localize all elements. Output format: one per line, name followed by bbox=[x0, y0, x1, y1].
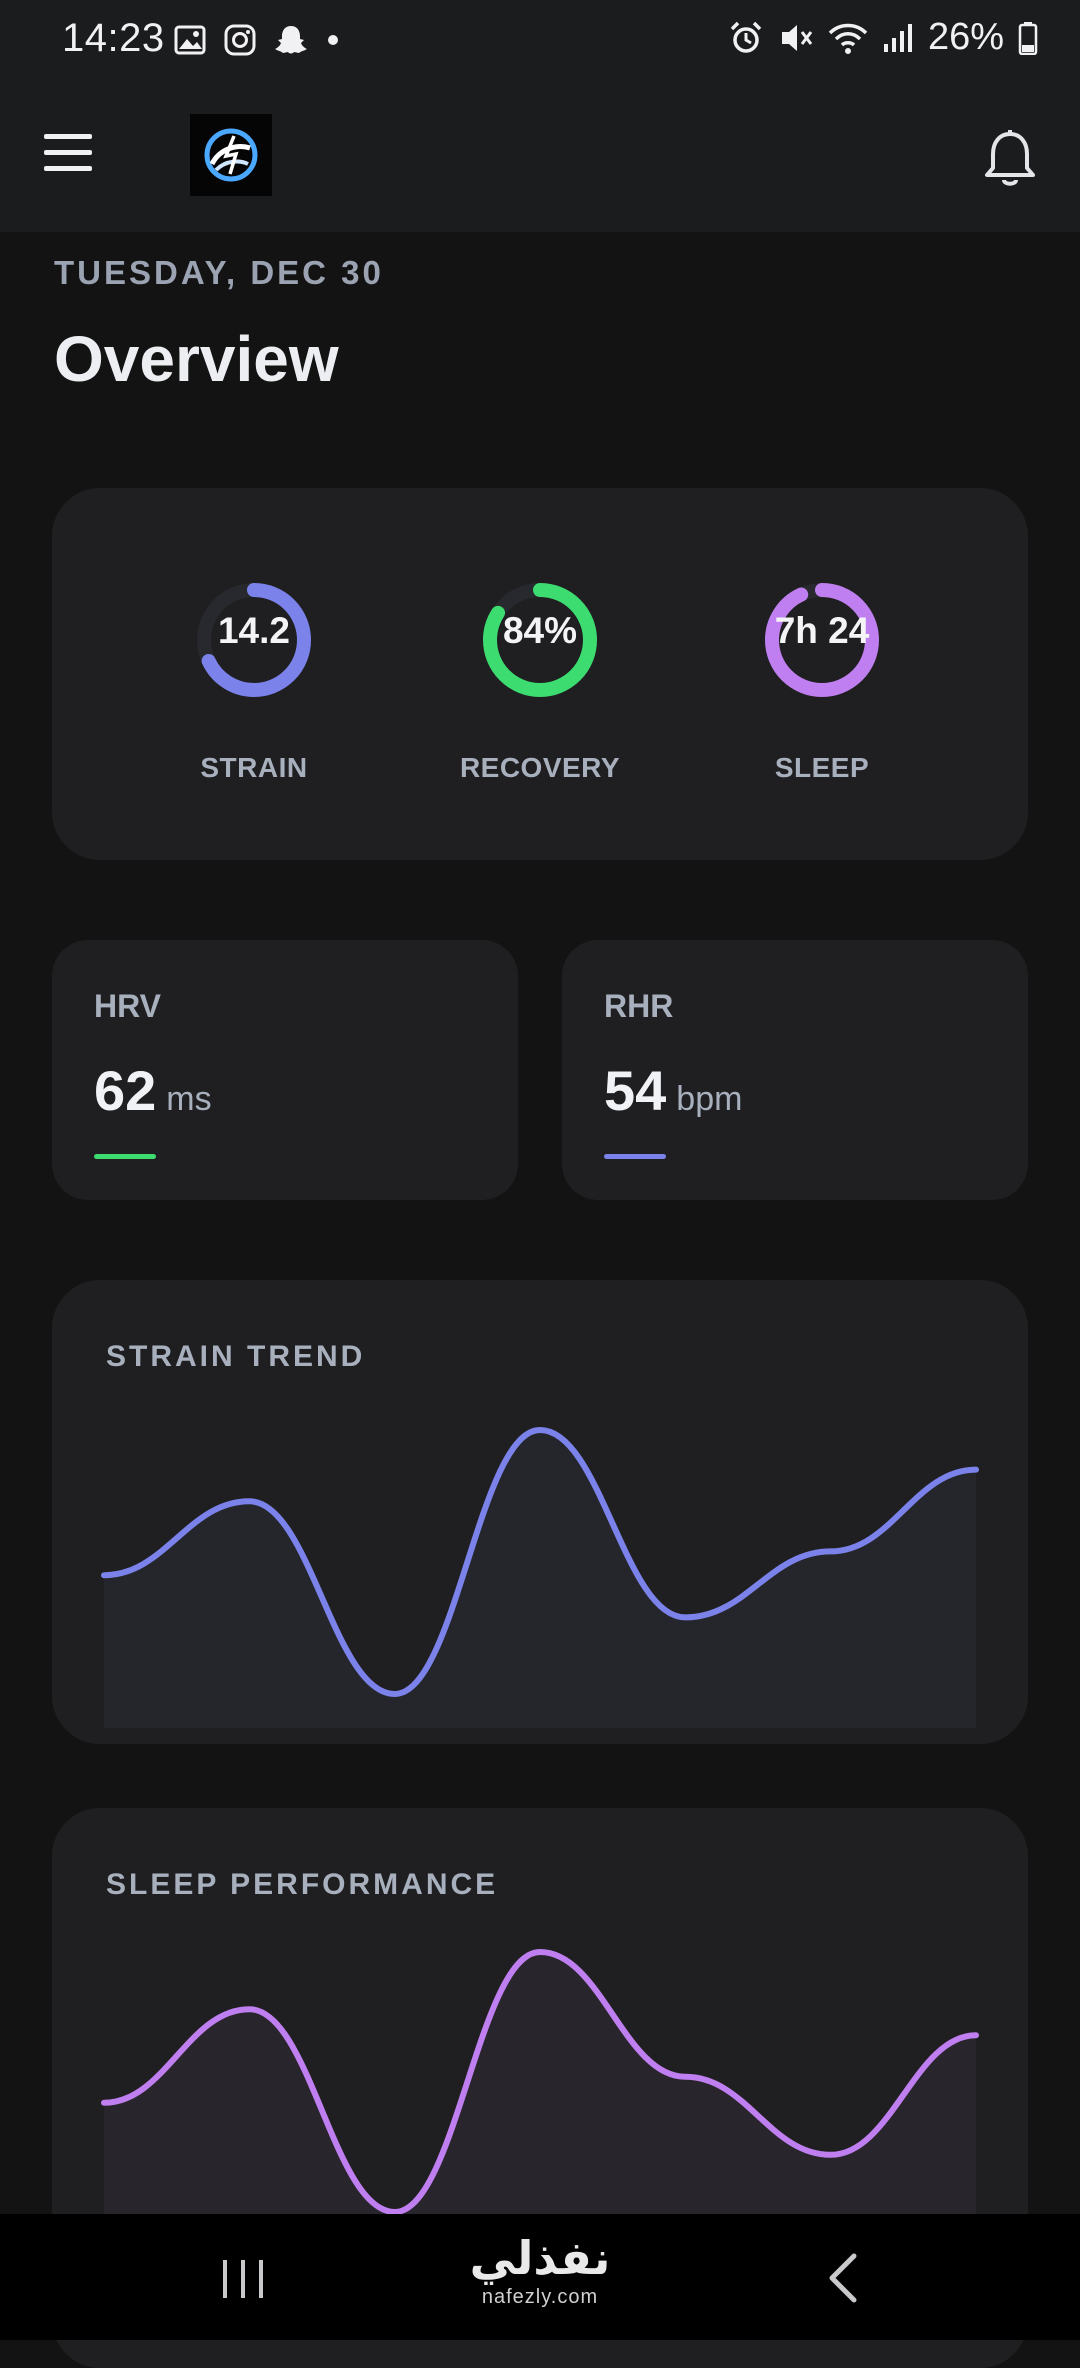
status-notification-icons bbox=[174, 24, 340, 56]
back-button[interactable] bbox=[826, 2252, 860, 2309]
watermark: نفذلي nafezly.com bbox=[440, 2230, 640, 2309]
hrv-value: 62 bbox=[94, 1059, 157, 1122]
strain-value: 14.2 bbox=[217, 610, 290, 651]
app-bar bbox=[0, 84, 1080, 232]
summary-card[interactable]: 14.2 STRAIN 84% RECOVERY 7h 24 SLEEP bbox=[52, 488, 1028, 860]
hrv-unit: ms bbox=[166, 1080, 212, 1118]
status-system-icons: 26% bbox=[728, 16, 1038, 59]
bell-icon bbox=[985, 130, 1035, 186]
page-title: Overview bbox=[54, 323, 339, 395]
alarm-icon bbox=[730, 21, 762, 53]
status-time: 14:23 bbox=[62, 16, 165, 60]
strain-trend-chart bbox=[101, 1426, 979, 1728]
rhr-value: 54 bbox=[604, 1059, 667, 1122]
back-icon bbox=[829, 2253, 857, 2303]
strain-trend-line bbox=[101, 1426, 979, 1698]
watermark-latin: nafezly.com bbox=[481, 2286, 599, 2308]
recent-apps-button[interactable] bbox=[220, 2258, 266, 2305]
battery-percent: 26% bbox=[927, 16, 1004, 58]
wifi-icon bbox=[828, 23, 868, 54]
system-nav-bar: نفذلي nafezly.com bbox=[0, 2214, 1080, 2340]
recovery-ring[interactable]: 84% RECOVERY bbox=[430, 580, 650, 784]
strain-label: STRAIN bbox=[200, 752, 308, 783]
strain-trend-title: STRAIN TREND bbox=[106, 1340, 366, 1373]
rhr-unit: bpm bbox=[676, 1080, 743, 1118]
hrv-value-row: 62 ms bbox=[94, 1058, 212, 1123]
sleep-performance-line bbox=[101, 1948, 979, 2216]
strain-trend-card[interactable]: STRAIN TREND bbox=[52, 1280, 1028, 1744]
date-label: TUESDAY, DEC 30 bbox=[54, 254, 384, 291]
sleep-value: 7h 24 bbox=[774, 610, 870, 651]
strain-ring-chart bbox=[197, 583, 311, 697]
dot-icon bbox=[328, 35, 338, 45]
notifications-button[interactable] bbox=[980, 128, 1040, 190]
snapchat-icon bbox=[275, 26, 307, 54]
hrv-label: HRV bbox=[94, 988, 161, 1024]
sleep-performance-chart bbox=[101, 1948, 979, 2246]
hamburger-menu-icon[interactable] bbox=[44, 134, 104, 182]
signal-icon bbox=[883, 23, 912, 52]
recent-apps-icon bbox=[223, 2260, 263, 2298]
sleep-ring-chart bbox=[765, 583, 879, 697]
sleep-performance-title: SLEEP PERFORMANCE bbox=[106, 1868, 499, 1901]
hrv-indicator-bar bbox=[94, 1154, 156, 1159]
app-logo[interactable] bbox=[190, 114, 272, 196]
gallery-icon bbox=[174, 25, 206, 55]
strain-ring[interactable]: 14.2 STRAIN bbox=[144, 580, 364, 784]
battery-icon bbox=[1018, 21, 1038, 55]
sleep-performance-area bbox=[104, 1952, 976, 2246]
rhr-indicator-bar bbox=[604, 1154, 666, 1159]
rhr-card[interactable]: RHR 54 bpm bbox=[562, 940, 1028, 1200]
recovery-ring-chart bbox=[483, 583, 597, 697]
rhr-value-row: 54 bpm bbox=[604, 1058, 742, 1123]
strain-trend-area bbox=[104, 1430, 976, 1728]
sleep-label: SLEEP bbox=[774, 752, 870, 783]
instagram-icon bbox=[224, 24, 256, 56]
rhr-label: RHR bbox=[604, 988, 674, 1024]
recovery-label: RECOVERY bbox=[459, 752, 621, 783]
status-bar: 14:23 bbox=[0, 0, 1080, 84]
watermark-arabic: نفذلي bbox=[469, 2232, 611, 2284]
mute-icon bbox=[781, 24, 813, 51]
recovery-value: 84% bbox=[502, 610, 578, 651]
hrv-card[interactable]: HRV 62 ms bbox=[52, 940, 518, 1200]
logo-emblem-icon bbox=[204, 128, 258, 182]
sleep-ring[interactable]: 7h 24 SLEEP bbox=[712, 580, 932, 784]
